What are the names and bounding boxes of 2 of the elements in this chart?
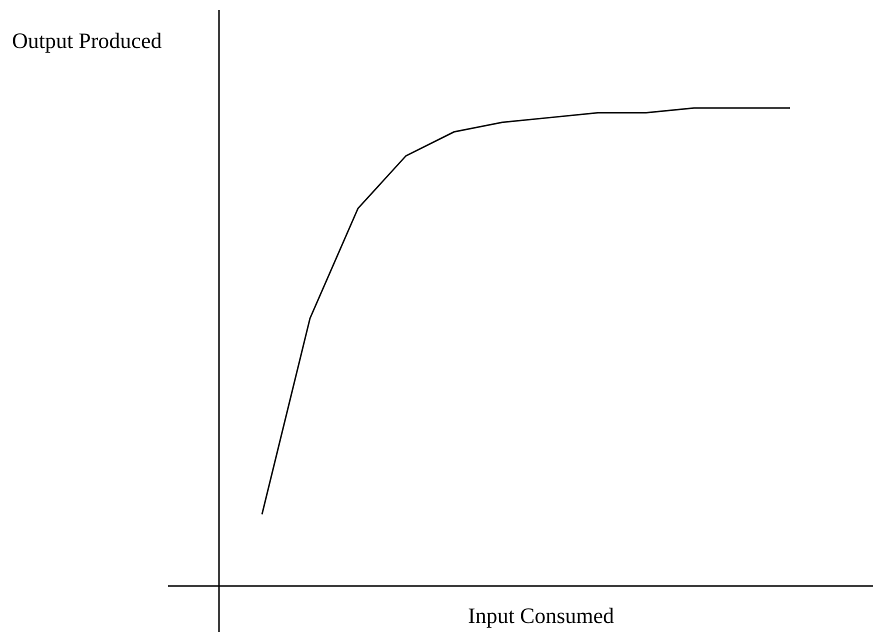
x-axis-title: Input Consumed <box>468 603 614 628</box>
y-axis-title: Output Produced <box>12 28 162 53</box>
